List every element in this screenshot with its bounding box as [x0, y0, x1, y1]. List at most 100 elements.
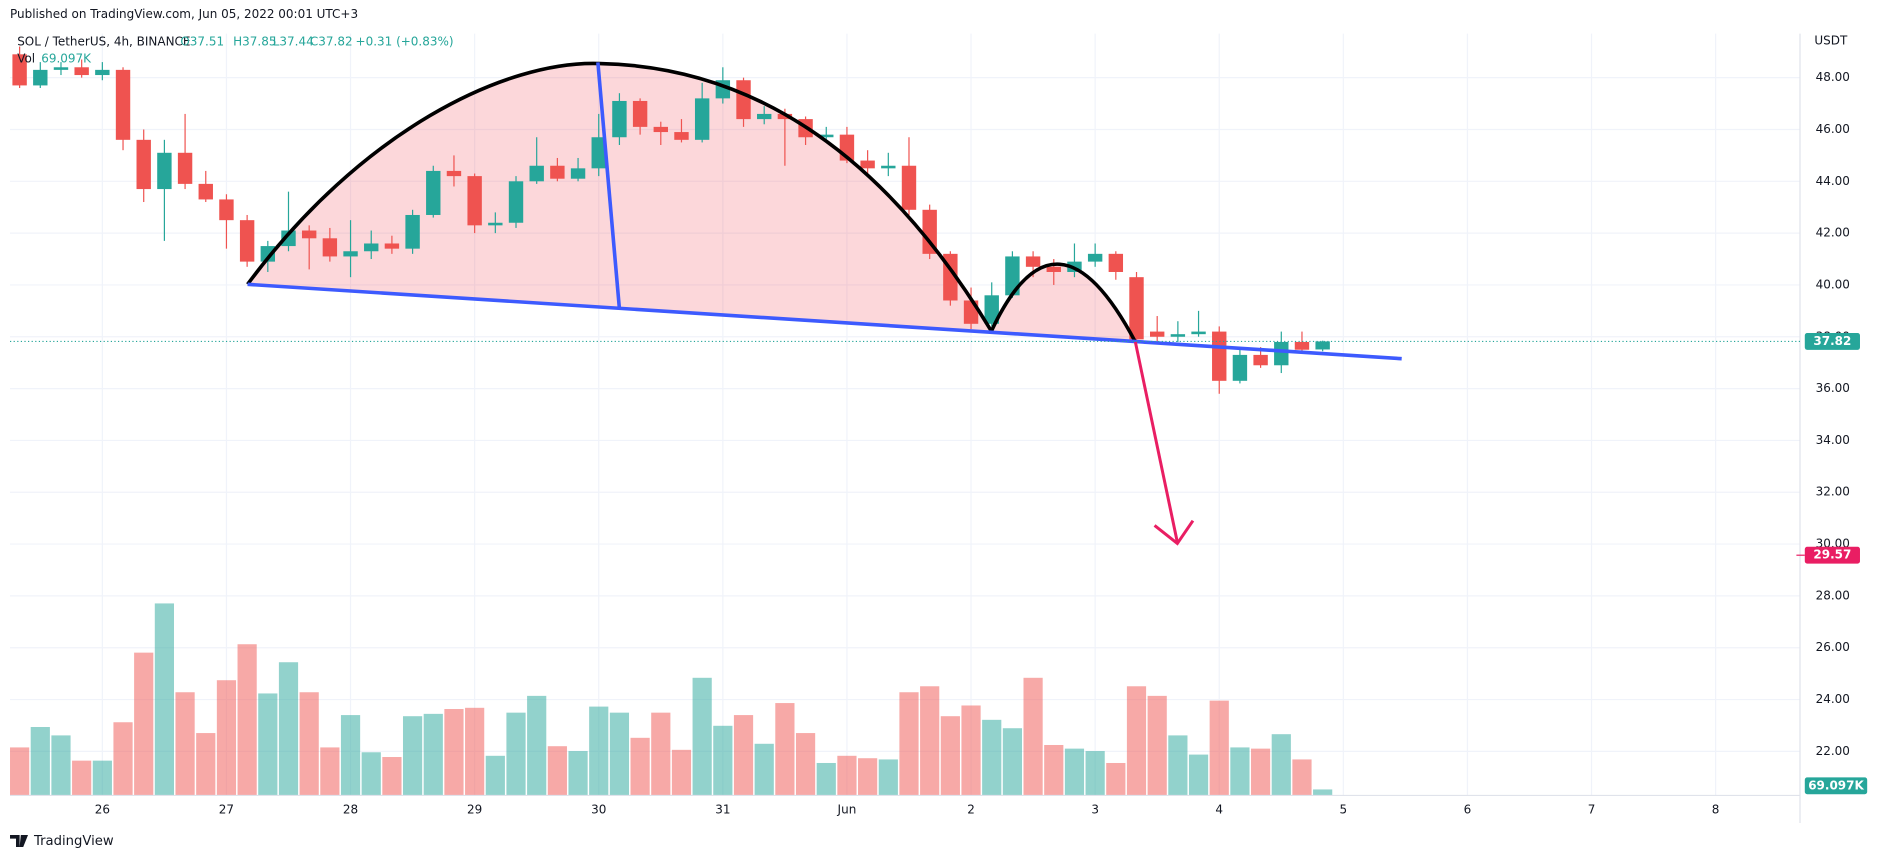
candle-body	[33, 69, 48, 86]
legend-open: O37.51	[180, 34, 224, 48]
y-tick-label: 36.00	[1816, 381, 1850, 395]
y-tick-label: 48.00	[1816, 70, 1850, 84]
head-arc	[246, 61, 993, 333]
volume-bar	[237, 644, 257, 796]
legend-volume: Vol	[17, 51, 35, 65]
candle-body	[550, 165, 565, 179]
candle-body	[529, 165, 544, 182]
candle-body	[384, 243, 400, 249]
candle-body	[74, 67, 89, 76]
legend-high: H37.85	[233, 34, 276, 48]
volume-bar	[589, 706, 609, 796]
y-tick-label: 26.00	[1816, 640, 1850, 654]
volume-bar	[547, 746, 567, 796]
volume-bar	[196, 733, 216, 796]
y-tick-label: 28.00	[1816, 588, 1850, 602]
volume-bar	[361, 752, 381, 796]
candle-body	[1212, 331, 1227, 381]
volume-bar	[320, 747, 340, 796]
y-tick-label: 34.00	[1816, 433, 1850, 447]
x-tick-label: 8	[1712, 802, 1720, 816]
x-tick-label: 30	[591, 802, 606, 816]
volume-bar	[299, 692, 319, 796]
volume-bar	[1064, 748, 1085, 796]
candle-body	[301, 230, 317, 239]
candle-body	[819, 134, 834, 138]
volume-bar	[134, 652, 154, 796]
candle-body	[239, 220, 255, 262]
volume-bar	[754, 743, 774, 796]
x-tick-label: 2	[967, 802, 975, 816]
height-line	[596, 62, 622, 310]
x-tick-label: 7	[1588, 802, 1596, 816]
volume-bar	[113, 722, 133, 796]
pattern-lines	[246, 61, 1402, 546]
candle-body	[1108, 253, 1124, 272]
target-label: 29.57	[1813, 548, 1851, 562]
legend-low: L37.44	[273, 34, 314, 48]
x-tick-label: 3	[1091, 802, 1099, 816]
candle-body	[488, 222, 503, 226]
volume-bar	[795, 733, 816, 796]
volume-bar	[1209, 700, 1229, 796]
candle-body	[1191, 331, 1206, 335]
x-tick-label: 26	[95, 802, 110, 816]
candle-body	[115, 69, 131, 140]
candle-body	[881, 165, 896, 169]
y-tick-label: 42.00	[1816, 226, 1850, 240]
volume-bar	[506, 712, 526, 796]
volume-bar	[630, 737, 650, 796]
candle-body	[1149, 331, 1165, 337]
volume-label: 69.097K	[1808, 778, 1864, 792]
volume-bar	[671, 749, 692, 796]
volume-bar	[920, 686, 940, 796]
x-tick-label: 5	[1340, 802, 1348, 816]
candle-body	[1005, 256, 1020, 296]
candle-body	[612, 100, 627, 138]
volume-bar	[940, 716, 960, 796]
y-tick-label: 32.00	[1816, 485, 1850, 499]
candle-body	[777, 113, 793, 120]
candle-body	[736, 80, 751, 120]
candle-body	[219, 199, 234, 221]
legend-close: C37.82	[310, 34, 353, 48]
candle-body	[157, 152, 172, 190]
candle-body	[591, 137, 606, 169]
published: Published on TradingView.com, Jun 05, 20…	[10, 7, 358, 21]
neckline	[247, 282, 1402, 361]
y-tick-label: 22.00	[1816, 744, 1850, 758]
last-price-label: 37.82	[1813, 334, 1851, 348]
volume-bar	[1251, 748, 1271, 796]
volume-bar	[878, 759, 898, 796]
candle-body	[198, 183, 213, 200]
volume-bar	[568, 751, 588, 796]
volume-bar	[527, 695, 547, 796]
candle-body	[1274, 341, 1289, 366]
volume-bar	[775, 703, 795, 796]
volume-bar	[1292, 759, 1312, 796]
arrow-head	[1153, 519, 1195, 546]
shoulder-arc	[989, 262, 1137, 343]
legend-change: +0.31 (+0.83%)	[356, 34, 454, 48]
volume-bar	[692, 677, 712, 796]
logo-icon	[10, 835, 29, 848]
candle-body	[1046, 266, 1061, 272]
candle-body	[364, 243, 379, 252]
target-arrow	[1133, 341, 1179, 543]
volume-bar	[278, 662, 299, 796]
last-price-box	[1804, 333, 1860, 350]
volume-bar	[651, 712, 671, 796]
candle-body	[260, 246, 276, 262]
volume-bar	[1271, 734, 1291, 796]
x-tick-label: 28	[343, 802, 358, 816]
candle-body	[136, 139, 151, 190]
candle-body	[1087, 253, 1103, 262]
volume-bar	[1002, 728, 1023, 796]
volume-bar	[154, 603, 174, 796]
volume-bar	[858, 758, 878, 796]
candle-body	[446, 170, 462, 177]
candle-body	[1025, 256, 1041, 267]
candle-body	[467, 176, 482, 226]
candle-body	[674, 132, 689, 140]
